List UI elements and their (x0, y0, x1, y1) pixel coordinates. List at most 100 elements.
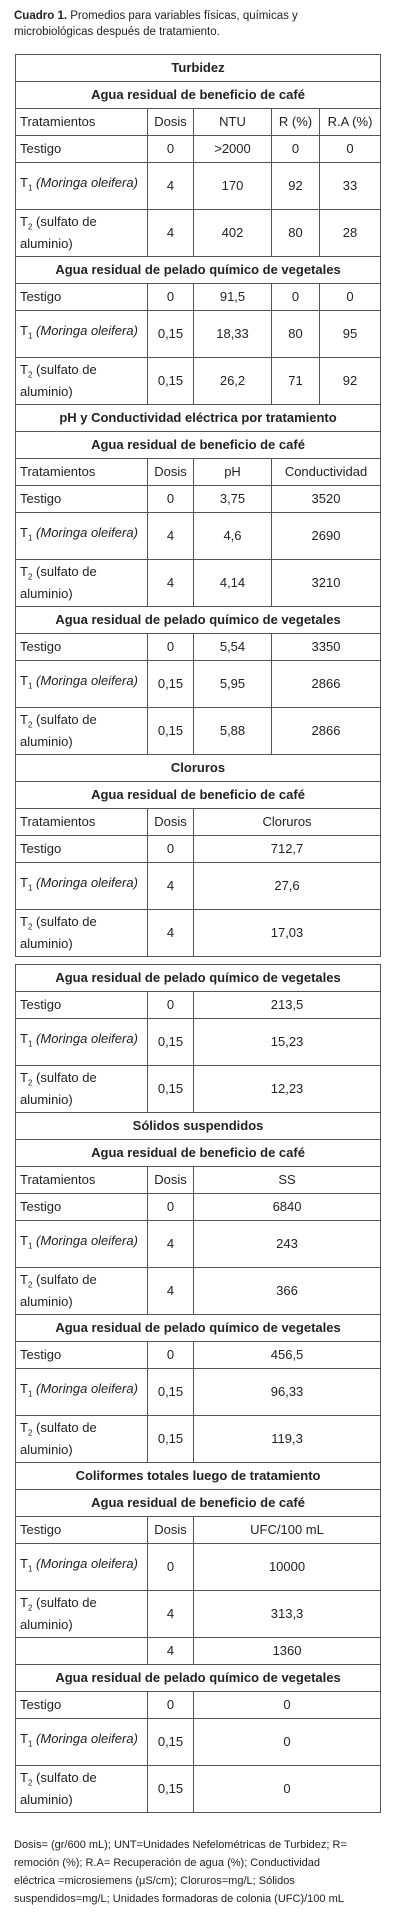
table-cell: 0,15 (147, 357, 194, 405)
table-cell: 0,15 (147, 660, 194, 708)
table-cell: 15,23 (192, 1018, 382, 1066)
treatment-index: 1 (27, 183, 33, 193)
table-cell: Testigo (15, 1516, 148, 1544)
table-cell: 96,33 (192, 1368, 382, 1416)
table-cell: Testigo (15, 633, 148, 661)
section-heading: Agua residual de pelado químico de veget… (14, 1664, 382, 1692)
footnote: Dosis= (gr/600 mL); UNT=Unidades Nefelom… (14, 1839, 347, 1905)
treatment-index: 1 (27, 1241, 33, 1251)
treatment-name: (Moringa oleifera) (36, 1731, 138, 1747)
table-cell: 3,75 (193, 485, 272, 513)
section-heading: Agua residual de pelado químico de veget… (14, 606, 382, 634)
table-cell: T2 (sulfato de aluminio) (15, 1590, 148, 1638)
table-row: T2 (sulfato de aluminio) 4 313,3 (15, 1590, 382, 1638)
section-heading: Agua residual de pelado químico de veget… (14, 256, 382, 284)
table-cell: 2866 (270, 707, 382, 755)
table-cell: 33 (318, 162, 382, 210)
table-cell: 0 (271, 135, 320, 163)
table-cell: 213,5 (192, 991, 382, 1019)
treatment-symbol: T (20, 914, 28, 930)
treatment-index: 2 (27, 922, 33, 932)
section-heading: Agua residual de beneficio de café (14, 1489, 382, 1517)
table-row: Testigo 0 6840 (15, 1193, 382, 1221)
table-row: T2 (sulfato de aluminio) 4 17,03 (15, 909, 382, 957)
table-cell (15, 1637, 148, 1665)
treatment-symbol: T (20, 362, 28, 378)
treatment-symbol: T (20, 1272, 28, 1288)
treatment-symbol: T (20, 1233, 28, 1249)
treatment-index: 2 (27, 572, 33, 582)
treatment-index: 1 (27, 1564, 33, 1574)
table-cell: 71 (271, 357, 320, 405)
table-row: Testigo 0 213,5 (15, 991, 382, 1019)
table-cell: 80 (271, 209, 320, 257)
table-cell: 28 (318, 209, 382, 257)
table-cell: 3210 (270, 559, 382, 607)
table-row: Testigo Dosis UFC/100 mL (15, 1516, 382, 1544)
treatment-symbol: T (20, 1031, 28, 1047)
table-cell: 92 (318, 357, 382, 405)
table-row: T1 (Moringa oleifera) 4 170 92 33 (15, 162, 382, 210)
treatment-symbol: T (20, 214, 28, 230)
table-cell: 18,33 (193, 310, 272, 358)
table-cell: Conductividad (270, 458, 382, 486)
table-cell: 27,6 (192, 862, 382, 910)
table-cell: 4 (147, 512, 194, 560)
table: Agua residual de pelado químico de veget… (14, 964, 382, 1813)
table-cell: Tratamientos (15, 458, 148, 486)
treatment-name: (Moringa oleifera) (36, 1381, 138, 1397)
table-row: T1 (Moringa oleifera) 0,15 96,33 (15, 1368, 382, 1416)
table-row: Testigo 0 0 (15, 1691, 382, 1719)
treatment-name: (sulfato de aluminio) (20, 1420, 97, 1457)
treatment-index: 2 (27, 1778, 33, 1788)
table-cell: 0,15 (147, 1065, 194, 1113)
table-cell: 2866 (270, 660, 382, 708)
table-cell: T2 (sulfato de aluminio) (15, 209, 148, 257)
table-cell: T1 (Moringa oleifera) (15, 1718, 148, 1766)
section-heading: Agua residual de pelado químico de veget… (14, 964, 382, 992)
treatment-name: (Moringa oleifera) (36, 1233, 138, 1249)
table-row: Agua residual de beneficio de café (14, 81, 382, 109)
treatment-index: 2 (27, 370, 33, 380)
table-row: T2 (sulfato de aluminio) 0,15 26,2 71 92 (15, 357, 382, 405)
table-cell: 4 (147, 1267, 194, 1315)
table-cell: SS (192, 1166, 382, 1194)
treatment-name: (sulfato de aluminio) (20, 914, 97, 951)
treatment-symbol: T (20, 712, 28, 728)
table-cell: 4 (147, 209, 194, 257)
table-cell: 170 (193, 162, 272, 210)
table-cell: T2 (sulfato de aluminio) (15, 1765, 148, 1813)
table-row: T2 (sulfato de aluminio) 0,15 12,23 (15, 1065, 382, 1113)
treatment-index: 2 (27, 222, 33, 232)
treatment-index: 2 (27, 1280, 33, 1290)
table-row: T2 (sulfato de aluminio) 4 402 80 28 (15, 209, 382, 257)
section-heading: Coliformes totales luego de tratamiento (14, 1462, 382, 1490)
table-cell: 0 (192, 1691, 382, 1719)
table-row: Tratamientos Dosis Cloruros (15, 808, 382, 836)
table-row: T1 (Moringa oleifera) 4 4,6 2690 (15, 512, 382, 560)
treatment-index: 1 (27, 1389, 33, 1399)
table-row: T1 (Moringa oleifera) 0,15 0 (15, 1718, 382, 1766)
treatment-name: (sulfato de aluminio) (20, 712, 97, 749)
section-heading: pH y Conductividad eléctrica por tratami… (14, 404, 382, 432)
table-row: Turbidez (14, 54, 382, 82)
table-cell: 0,15 (147, 1368, 194, 1416)
table-cell: Testigo (15, 1691, 148, 1719)
table-row: T2 (sulfato de aluminio) 0,15 0 (15, 1765, 382, 1813)
table-row: T1 (Moringa oleifera) 4 243 (15, 1220, 382, 1268)
section-heading: Cloruros (14, 754, 382, 782)
table-row: Testigo 0 91,5 0 0 (15, 283, 382, 311)
table-cell: Tratamientos (15, 108, 148, 136)
table-row: Coliformes totales luego de tratamiento (14, 1462, 382, 1490)
table-cell: 95 (318, 310, 382, 358)
table-cell: 0 (147, 135, 194, 163)
table-cell: Testigo (15, 283, 148, 311)
treatment-name: (Moringa oleifera) (36, 875, 138, 891)
table-cell: T2 (sulfato de aluminio) (15, 1267, 148, 1315)
table-row: Agua residual de beneficio de café (14, 781, 382, 809)
table-row: Testigo 0 5,54 3350 (15, 633, 382, 661)
table-cell: 712,7 (192, 835, 382, 863)
treatment-name: (Moringa oleifera) (36, 1031, 138, 1047)
table-cell: 6840 (192, 1193, 382, 1221)
